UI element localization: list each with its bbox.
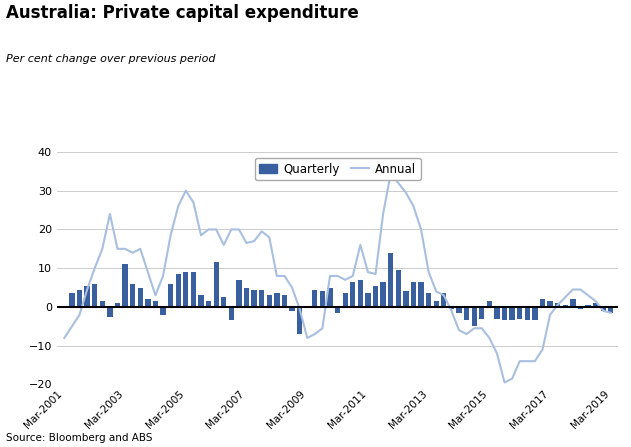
Bar	[297, 307, 302, 334]
Bar	[130, 284, 135, 307]
Bar	[122, 264, 127, 307]
Bar	[464, 307, 469, 320]
Bar	[593, 303, 598, 307]
Bar	[290, 307, 295, 311]
Bar	[198, 295, 204, 307]
Bar	[221, 297, 227, 307]
Bar	[107, 307, 112, 316]
Bar	[267, 295, 272, 307]
Bar	[312, 290, 317, 307]
Bar	[138, 287, 143, 307]
Bar	[403, 291, 408, 307]
Bar	[570, 299, 575, 307]
Bar	[206, 301, 211, 307]
Bar	[471, 307, 477, 326]
Bar	[350, 282, 355, 307]
Bar	[168, 284, 174, 307]
Bar	[259, 290, 264, 307]
Bar	[380, 282, 386, 307]
Bar	[85, 286, 90, 307]
Bar	[145, 299, 151, 307]
Bar	[578, 307, 583, 309]
Bar	[502, 307, 507, 320]
Bar	[563, 305, 568, 307]
Bar	[228, 307, 234, 320]
Bar	[411, 282, 416, 307]
Bar	[335, 307, 340, 313]
Bar	[251, 290, 257, 307]
Bar	[555, 303, 560, 307]
Bar	[388, 253, 393, 307]
Bar	[343, 293, 348, 307]
Bar	[77, 290, 82, 307]
Bar	[608, 307, 613, 313]
Bar	[153, 301, 158, 307]
Bar	[274, 293, 280, 307]
Bar	[418, 282, 424, 307]
Bar	[69, 293, 74, 307]
Bar	[327, 287, 333, 307]
Bar	[358, 280, 363, 307]
Bar	[540, 299, 545, 307]
Bar	[244, 287, 249, 307]
Bar	[175, 274, 181, 307]
Bar	[396, 270, 401, 307]
Bar	[92, 284, 97, 307]
Bar	[236, 280, 242, 307]
Bar	[601, 307, 606, 311]
Bar	[183, 272, 189, 307]
Bar	[320, 291, 325, 307]
Bar	[586, 305, 591, 307]
Text: Australia: Private capital expenditure: Australia: Private capital expenditure	[6, 4, 359, 22]
Bar	[532, 307, 538, 320]
Bar	[426, 293, 432, 307]
Bar	[487, 301, 492, 307]
Bar	[115, 303, 120, 307]
Bar	[449, 307, 454, 309]
Bar	[494, 307, 500, 319]
Bar	[365, 293, 370, 307]
Bar	[524, 307, 530, 320]
Bar	[100, 301, 105, 307]
Text: Per cent change over previous period: Per cent change over previous period	[6, 54, 216, 63]
Bar	[191, 272, 196, 307]
Bar	[441, 293, 447, 307]
Bar	[517, 307, 522, 319]
Bar	[433, 301, 439, 307]
Bar	[282, 295, 287, 307]
Bar	[509, 307, 515, 320]
Bar	[373, 286, 378, 307]
Legend: Quarterly, Annual: Quarterly, Annual	[254, 158, 421, 180]
Bar	[456, 307, 462, 313]
Bar	[479, 307, 485, 319]
Bar	[62, 306, 67, 307]
Bar	[160, 307, 166, 315]
Bar	[548, 301, 553, 307]
Text: Source: Bloomberg and ABS: Source: Bloomberg and ABS	[6, 433, 153, 443]
Bar	[213, 262, 219, 307]
